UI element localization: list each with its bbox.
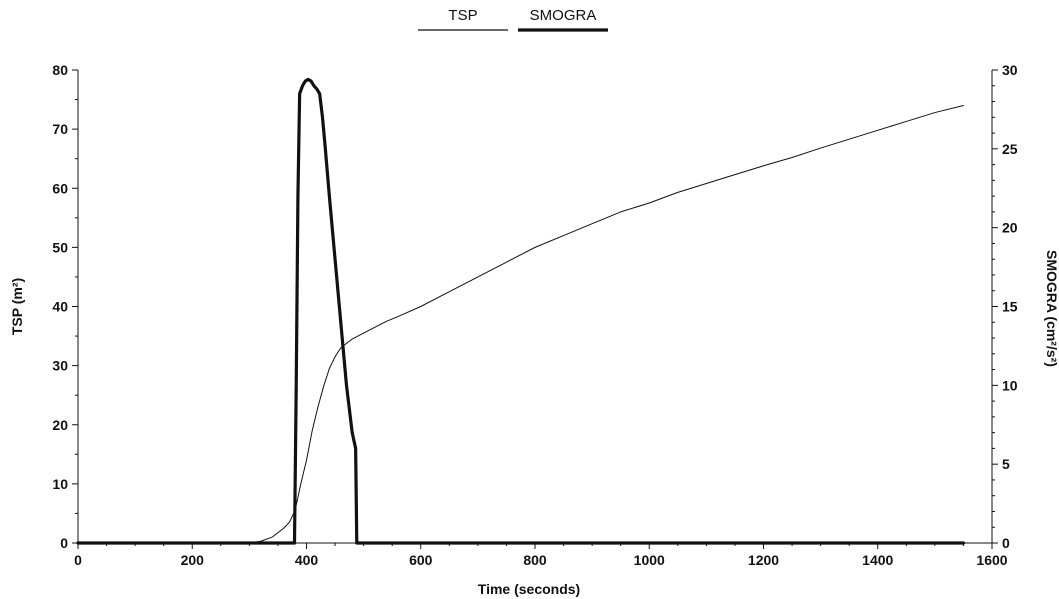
x-tick-label: 1600 bbox=[976, 552, 1007, 568]
x-tick-label: 200 bbox=[181, 552, 205, 568]
labels-layer: 0 200 400 600 800 1000 1200 1400 160001020304050… bbox=[9, 62, 1059, 597]
x-tick-label: 1400 bbox=[862, 552, 893, 568]
series-line-smogra bbox=[76, 77, 966, 545]
y-right-tick-label: 25 bbox=[1002, 141, 1018, 157]
series-layer bbox=[76, 77, 966, 545]
y-right-tick-label: 20 bbox=[1002, 220, 1018, 236]
axes bbox=[72, 69, 998, 549]
y-left-tick-label: 70 bbox=[52, 121, 68, 137]
legend-label-tsp: TSP bbox=[448, 7, 477, 24]
y-left-tick-label: 60 bbox=[52, 180, 68, 196]
x-axis-title: Time (seconds) bbox=[478, 581, 580, 597]
x-tick-label: 1200 bbox=[748, 552, 779, 568]
x-tick-label: 600 bbox=[409, 552, 433, 568]
y-right-tick-label: 0 bbox=[1002, 535, 1010, 551]
y-left-tick-label: 30 bbox=[52, 358, 68, 374]
y-left-tick-label: 20 bbox=[52, 417, 68, 433]
y-right-tick-label: 10 bbox=[1002, 377, 1018, 393]
y-left-tick-label: 10 bbox=[52, 476, 68, 492]
x-tick-label: 400 bbox=[295, 552, 319, 568]
y-left-axis-title: TSP (m²) bbox=[9, 278, 25, 335]
series-line-tsp bbox=[248, 104, 964, 544]
y-right-tick-label: 15 bbox=[1002, 299, 1018, 315]
x-tick-label: 1000 bbox=[634, 552, 665, 568]
y-right-axis-title: SMOGRA (cm²/s²) bbox=[1044, 250, 1059, 367]
y-right-tick-label: 30 bbox=[1002, 62, 1018, 78]
y-left-tick-label: 0 bbox=[60, 535, 68, 551]
legend-label-smogra: SMOGRA bbox=[530, 7, 597, 24]
y-right-tick-label: 5 bbox=[1002, 456, 1010, 472]
x-tick-label: 800 bbox=[523, 552, 547, 568]
y-left-tick-label: 40 bbox=[52, 299, 68, 315]
y-left-tick-label: 80 bbox=[52, 62, 68, 78]
y-left-tick-label: 50 bbox=[52, 239, 68, 255]
legend: TSP SMOGRA bbox=[418, 7, 608, 32]
x-tick-label: 0 bbox=[74, 552, 82, 568]
